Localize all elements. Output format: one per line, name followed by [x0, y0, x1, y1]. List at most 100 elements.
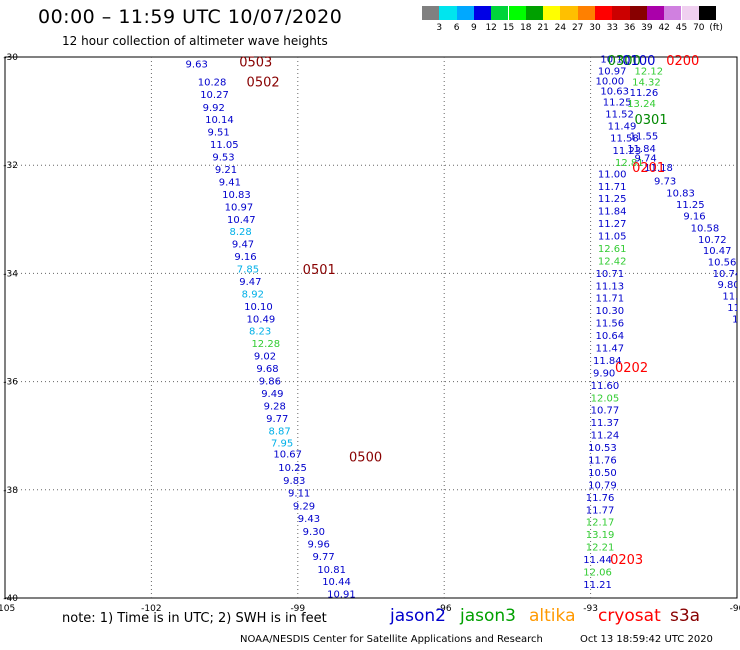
wave-height-point: 11.13: [595, 281, 624, 292]
wave-height-point: 9.47: [232, 240, 254, 251]
legend-swatch: [612, 6, 630, 20]
wave-height-point: 10.49: [247, 314, 276, 325]
wave-height-point: 11.25: [676, 200, 705, 211]
wave-height-point: 9.74: [635, 154, 657, 165]
page-subtitle: 12 hour collection of altimeter wave hei…: [62, 34, 328, 48]
x-tick-label: -105: [0, 604, 15, 614]
wave-height-point: 9.63: [186, 59, 208, 70]
wave-height-point: 8.23: [249, 327, 271, 338]
wave-height-point: 9.41: [219, 177, 241, 188]
legend-swatch: [491, 6, 509, 20]
wave-height-point: 9.68: [256, 364, 278, 375]
wave-height-point: 9.16: [234, 252, 256, 263]
legend-label: 45: [675, 23, 688, 33]
wave-height-point: 8.28: [229, 227, 251, 238]
wave-height-point: 10.63: [600, 87, 629, 98]
wave-height-point: 9.47: [239, 277, 261, 288]
legend-swatch: [577, 6, 595, 20]
legend-label: 15: [502, 23, 515, 33]
legend-label: 9: [471, 23, 477, 33]
wave-height-point: 10.25: [278, 463, 307, 474]
page-title: 00:00 – 11:59 UTC 10/07/2020: [38, 6, 343, 28]
wave-height-point: 10.58: [691, 223, 720, 234]
credit-text: NOAA/NESDIS Center for Satellite Applica…: [240, 634, 543, 645]
legend-swatch: [525, 6, 544, 20]
wave-height-point: 11.37: [591, 418, 620, 429]
wave-height-point: 10.67: [273, 450, 302, 461]
wave-height-point: 7.95: [271, 439, 293, 450]
legend-label: 24: [554, 23, 567, 33]
wave-height-point: 10.79: [588, 480, 617, 491]
wave-height-point: 11.56: [595, 319, 624, 330]
wave-height-point: 11.77: [586, 505, 615, 516]
wave-height-point: 11.58: [610, 134, 639, 145]
wave-height-point: 9.86: [259, 377, 281, 388]
wave-height-point: 11.16: [722, 292, 740, 303]
wave-height-point: 8.92: [242, 289, 264, 300]
wave-height-point: 11.84: [593, 356, 622, 367]
wave-height-point: 11.47: [595, 344, 624, 355]
wave-height-point: 10.71: [595, 269, 624, 280]
wave-height-point: 12.06: [583, 567, 612, 578]
legend-swatch: [508, 6, 526, 20]
wave-height-point: 9.49: [261, 389, 283, 400]
wave-height-point: 10.97: [225, 202, 254, 213]
wave-height-point: 11.55: [630, 131, 659, 142]
y-tick-label: -32: [3, 161, 18, 171]
wave-height-point: 10.47: [703, 246, 732, 257]
wave-height-point: 14.32: [632, 77, 661, 88]
wave-height-point: 11.49: [608, 122, 637, 133]
wave-height-point: 9.92: [203, 103, 225, 114]
data-labels-group: 9.6310.2810.279.9210.149.5111.059.539.21…: [186, 54, 740, 600]
legend-swatch: [698, 6, 717, 20]
y-tick-label: -38: [3, 486, 18, 496]
wave-height-point: 10.53: [588, 443, 617, 454]
wave-height-point: 11.84: [598, 207, 627, 218]
wave-height-point: 11.05: [598, 232, 627, 243]
wave-height-point: 8.87: [269, 426, 291, 437]
mission-label-cryosat: cryosat: [598, 606, 661, 626]
wave-height-point: 9.51: [208, 128, 230, 139]
time-label: 0201: [632, 161, 665, 176]
legend-label: 12: [485, 23, 497, 33]
wave-height-point: 12.61: [598, 244, 627, 255]
time-label: 0300: [608, 54, 641, 69]
wave-height-point: 10.27: [200, 90, 229, 101]
wave-height-point: 12.42: [598, 256, 627, 267]
wave-height-point: 9.80: [717, 280, 739, 291]
wave-height-point: 13.19: [586, 530, 615, 541]
wave-height-point: 10.83: [666, 188, 695, 199]
wave-height-point: 9.43: [298, 514, 320, 525]
wave-height-point: 10.77: [591, 406, 620, 417]
wave-height-point: 10.72: [698, 235, 727, 246]
wave-height-point: 11.46: [732, 314, 740, 325]
wave-height-point: 12.21: [586, 543, 615, 554]
wave-height-point: 10.14: [205, 115, 234, 126]
legend-swatch: [664, 6, 682, 20]
wave-height-point: 9.77: [312, 552, 334, 563]
time-label: 0500: [349, 450, 382, 465]
x-tick-label: -93: [583, 604, 598, 614]
mission-label-s3a: s3a: [670, 606, 701, 626]
wave-height-point: 12.12: [635, 67, 664, 78]
wave-height-point: 10.64: [595, 331, 624, 342]
time-label: 0501: [303, 263, 336, 278]
time-label: 0100: [622, 54, 655, 69]
wave-height-point: 13.24: [627, 99, 656, 110]
wave-height-point: 9.83: [283, 476, 305, 487]
wave-height-point: 11.25: [603, 97, 632, 108]
time-label: 0200: [666, 54, 699, 69]
wave-height-point: 10.11: [600, 55, 629, 66]
wave-height-point: 11.27: [598, 219, 627, 230]
y-tick-label: -30: [3, 53, 18, 63]
wave-height-point: 11.44: [583, 555, 612, 566]
wave-height-point: 10.47: [227, 215, 256, 226]
wave-height-point: 9.77: [266, 414, 288, 425]
time-label: 0202: [615, 361, 648, 376]
legend-label: 42: [658, 23, 670, 33]
wave-height-point: 12.81: [615, 158, 644, 169]
wave-height-point: 10.28: [198, 77, 227, 88]
mission-label-jason2: jason2: [390, 606, 446, 626]
